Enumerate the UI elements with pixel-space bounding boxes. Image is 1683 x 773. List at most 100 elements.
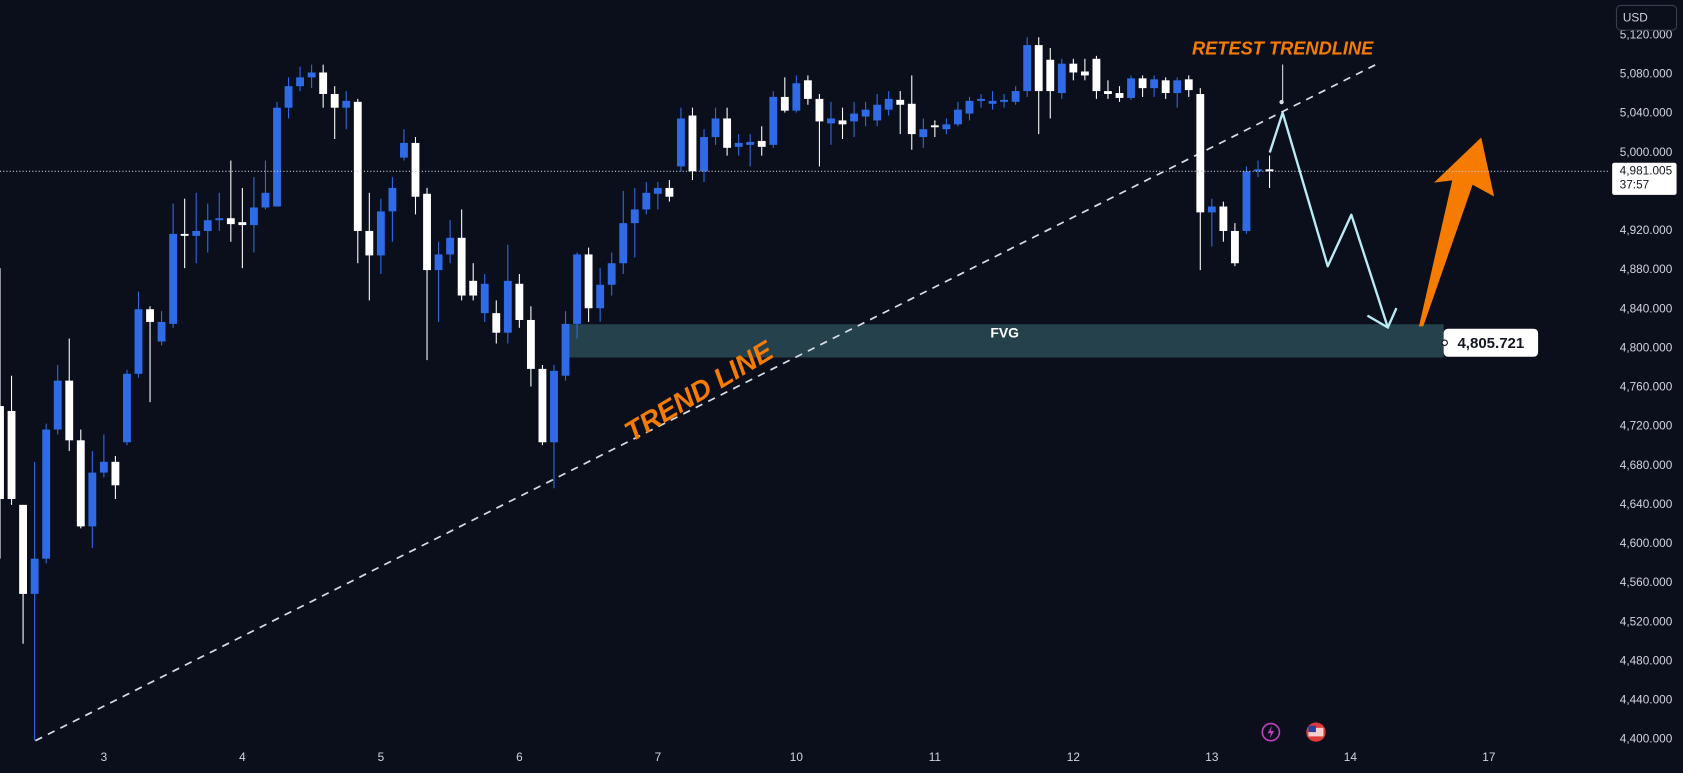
x-tick-label: 4 bbox=[239, 750, 246, 764]
candle-body bbox=[723, 118, 732, 148]
x-tick-label: 7 bbox=[655, 750, 662, 764]
candle-body bbox=[307, 72, 316, 78]
candle-body bbox=[192, 230, 201, 236]
candle-body bbox=[88, 472, 97, 527]
candle-body bbox=[1115, 93, 1124, 98]
candle-body bbox=[850, 113, 858, 122]
candle-body bbox=[780, 96, 789, 111]
candle-body bbox=[1092, 58, 1101, 92]
candle-body bbox=[1080, 71, 1089, 76]
candle-body bbox=[53, 380, 62, 430]
candle-body bbox=[180, 233, 189, 236]
candle-body bbox=[907, 103, 916, 135]
candle-body bbox=[411, 142, 420, 197]
candle-body bbox=[988, 100, 997, 104]
candle-body bbox=[1057, 63, 1066, 94]
x-tick-label: 14 bbox=[1344, 750, 1358, 764]
fvg-price-box bbox=[1443, 328, 1539, 357]
candle-body bbox=[400, 142, 408, 158]
x-tick-label: 12 bbox=[1067, 750, 1080, 764]
currency-label: USD bbox=[1623, 10, 1648, 24]
y-tick-label: 5,040.000 bbox=[1620, 106, 1673, 120]
candle-body bbox=[642, 192, 651, 210]
candle-body bbox=[884, 98, 893, 110]
x-tick-label: 13 bbox=[1205, 750, 1219, 764]
y-tick-label: 5,120.000 bbox=[1620, 27, 1673, 41]
y-tick-label: 5,080.000 bbox=[1620, 67, 1673, 81]
candle-body bbox=[480, 283, 489, 314]
y-tick-label: 4,480.000 bbox=[1620, 653, 1673, 667]
candle-body bbox=[123, 373, 131, 443]
y-tick-label: 4,760.000 bbox=[1620, 380, 1673, 394]
candle-body bbox=[688, 115, 697, 172]
candle-body bbox=[376, 211, 385, 256]
candle-body bbox=[573, 254, 581, 324]
candle-body bbox=[619, 223, 628, 264]
candle-body bbox=[1023, 45, 1032, 92]
candle-body bbox=[1254, 169, 1262, 172]
candle-body bbox=[319, 72, 328, 95]
candle-body bbox=[1069, 63, 1078, 73]
event-icon[interactable] bbox=[1261, 722, 1281, 742]
candle-body bbox=[273, 107, 281, 207]
candle-body bbox=[1127, 78, 1135, 98]
y-tick-label: 5,000.000 bbox=[1620, 145, 1673, 159]
candle-body bbox=[1230, 230, 1239, 264]
candle-body bbox=[861, 109, 870, 117]
candle-body bbox=[469, 280, 478, 296]
candle-body bbox=[157, 321, 166, 342]
candle-body bbox=[169, 233, 178, 324]
candle-body bbox=[1196, 94, 1205, 213]
y-tick-label: 4,560.000 bbox=[1620, 575, 1673, 589]
candle-body bbox=[342, 100, 351, 108]
y-tick-label: 4,840.000 bbox=[1620, 301, 1673, 315]
x-tick-label: 6 bbox=[516, 750, 523, 764]
y-tick-label: 4,680.000 bbox=[1620, 458, 1673, 472]
candle-body bbox=[515, 283, 524, 320]
candle-body bbox=[111, 461, 120, 486]
candle-body bbox=[203, 220, 212, 231]
country-icon-canton bbox=[1308, 725, 1316, 733]
candle-body bbox=[1011, 91, 1020, 102]
reversal-arrow bbox=[1418, 137, 1495, 327]
candle-body bbox=[930, 125, 939, 128]
fvg-price-label: 4,805.721 bbox=[1457, 335, 1524, 352]
candle-body bbox=[896, 99, 905, 105]
candle-body bbox=[665, 187, 674, 197]
candle-body bbox=[65, 380, 74, 441]
y-tick-label: 4,400.000 bbox=[1620, 732, 1673, 746]
projection-arrowhead bbox=[1366, 307, 1398, 330]
candle-body bbox=[30, 558, 39, 594]
candle-body bbox=[284, 86, 293, 108]
candle-body bbox=[434, 254, 443, 271]
retest-dot bbox=[1279, 99, 1284, 105]
candle-body bbox=[596, 284, 605, 309]
currency-button[interactable] bbox=[1615, 4, 1678, 31]
projection-path bbox=[1268, 111, 1389, 328]
candle-body bbox=[977, 98, 985, 101]
candle-body bbox=[7, 410, 16, 499]
candle-body bbox=[134, 309, 143, 374]
candle-body bbox=[1138, 78, 1147, 89]
y-tick-label: 4,520.000 bbox=[1620, 614, 1673, 628]
candle-body bbox=[561, 323, 570, 376]
candle-body bbox=[215, 218, 224, 221]
candle-body bbox=[238, 222, 247, 226]
candle-body bbox=[226, 218, 235, 225]
x-tick-label: 3 bbox=[101, 750, 108, 764]
candle-body bbox=[1046, 59, 1055, 92]
y-tick-label: 4,640.000 bbox=[1620, 497, 1673, 511]
candle-body bbox=[0, 406, 4, 499]
candle-body bbox=[1265, 169, 1274, 172]
candle-body bbox=[353, 101, 362, 231]
candle-body bbox=[99, 461, 108, 473]
candle-body bbox=[1000, 99, 1009, 102]
candle-body bbox=[1034, 45, 1043, 92]
candle-body bbox=[503, 280, 512, 333]
candle-body bbox=[1207, 206, 1216, 213]
event-icon-bolt bbox=[1267, 725, 1275, 739]
candle-body bbox=[965, 100, 974, 114]
candle-body bbox=[1219, 206, 1228, 231]
